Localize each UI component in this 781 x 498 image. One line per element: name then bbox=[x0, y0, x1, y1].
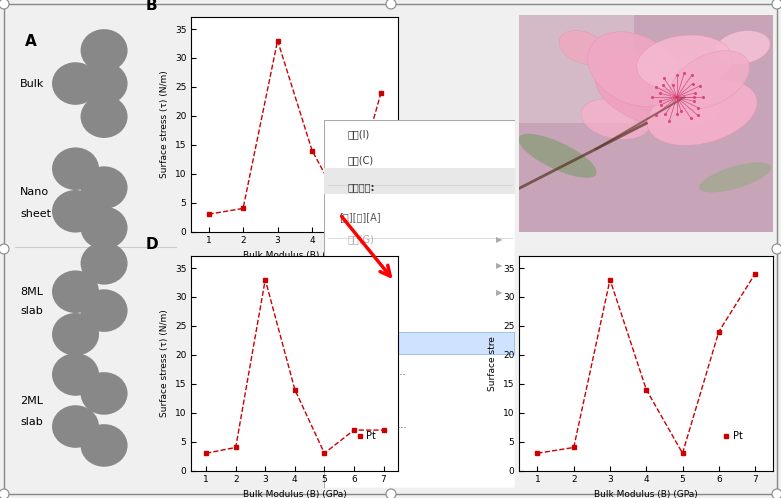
Text: slab: slab bbox=[20, 417, 43, 427]
Circle shape bbox=[772, 0, 781, 9]
X-axis label: Bulk Modulus (B) (GPa): Bulk Modulus (B) (GPa) bbox=[594, 490, 698, 498]
Bar bbox=[326, 332, 514, 354]
Ellipse shape bbox=[80, 62, 127, 105]
Text: 超锂接(H)...: 超锂接(H)... bbox=[347, 314, 389, 324]
Ellipse shape bbox=[52, 405, 99, 448]
Y-axis label: Surface stress (τ) (N/m): Surface stress (τ) (N/m) bbox=[160, 71, 169, 178]
Circle shape bbox=[0, 0, 9, 9]
Ellipse shape bbox=[587, 32, 679, 107]
Text: Pt: Pt bbox=[733, 431, 744, 441]
Text: ▶: ▶ bbox=[496, 288, 503, 297]
Ellipse shape bbox=[80, 96, 127, 138]
Text: 大小和位置(Z)...: 大小和位置(Z)... bbox=[347, 392, 400, 402]
Ellipse shape bbox=[699, 162, 771, 193]
Text: ▶: ▶ bbox=[496, 235, 503, 244]
Ellipse shape bbox=[52, 190, 99, 233]
Ellipse shape bbox=[52, 270, 99, 313]
Text: 8ML: 8ML bbox=[20, 287, 43, 297]
Ellipse shape bbox=[519, 133, 597, 178]
Text: 复制(C): 复制(C) bbox=[347, 155, 373, 165]
Ellipse shape bbox=[52, 313, 99, 356]
Ellipse shape bbox=[52, 147, 99, 190]
Text: 置于底层(K): 置于底层(K) bbox=[347, 287, 384, 297]
Ellipse shape bbox=[670, 51, 750, 109]
Text: Pt: Pt bbox=[366, 431, 376, 441]
Text: [📋][📋][A]: [📋][📋][A] bbox=[340, 212, 381, 222]
Text: D: D bbox=[146, 237, 159, 252]
X-axis label: Bulk Modulus (B) (GPa): Bulk Modulus (B) (GPa) bbox=[243, 251, 347, 260]
Ellipse shape bbox=[715, 30, 770, 64]
Text: 设置图片格式(O)...: 设置图片格式(O)... bbox=[347, 419, 407, 429]
Ellipse shape bbox=[80, 29, 127, 72]
Bar bbox=[324, 168, 515, 194]
Circle shape bbox=[772, 244, 781, 254]
Ellipse shape bbox=[559, 30, 607, 64]
Ellipse shape bbox=[637, 35, 732, 90]
Ellipse shape bbox=[647, 79, 757, 145]
Text: 新建批注(M): 新建批注(M) bbox=[347, 445, 387, 455]
Text: 剪切(I): 剪切(I) bbox=[347, 129, 369, 139]
Ellipse shape bbox=[80, 372, 127, 415]
Text: 编辑替换文字(A)...: 编辑替换文字(A)... bbox=[347, 366, 405, 376]
Text: 置于顶层(R): 置于顶层(R) bbox=[347, 261, 385, 271]
Text: B: B bbox=[146, 0, 158, 13]
Circle shape bbox=[386, 489, 396, 498]
Ellipse shape bbox=[80, 424, 127, 467]
Ellipse shape bbox=[80, 166, 127, 209]
Text: 组合(G): 组合(G) bbox=[347, 235, 374, 245]
Circle shape bbox=[0, 489, 9, 498]
Circle shape bbox=[386, 0, 396, 9]
Ellipse shape bbox=[80, 207, 127, 249]
Text: A: A bbox=[25, 34, 37, 49]
Ellipse shape bbox=[581, 99, 651, 139]
Text: sheet: sheet bbox=[20, 209, 51, 219]
Text: Nano: Nano bbox=[20, 187, 49, 197]
Circle shape bbox=[772, 489, 781, 498]
X-axis label: Bulk Modulus (B) (GPa): Bulk Modulus (B) (GPa) bbox=[243, 490, 347, 498]
Y-axis label: Surface stre: Surface stre bbox=[488, 336, 497, 391]
Text: ▶: ▶ bbox=[496, 261, 503, 270]
Text: Bulk: Bulk bbox=[20, 79, 45, 89]
Bar bbox=[519, 15, 633, 123]
Ellipse shape bbox=[595, 53, 722, 128]
Text: slab: slab bbox=[20, 306, 43, 316]
Ellipse shape bbox=[52, 353, 99, 396]
Circle shape bbox=[0, 244, 9, 254]
Ellipse shape bbox=[80, 289, 127, 332]
Text: 2ML: 2ML bbox=[20, 395, 43, 405]
Ellipse shape bbox=[52, 62, 99, 105]
Y-axis label: Surface stress (τ) (N/m): Surface stress (τ) (N/m) bbox=[160, 310, 169, 417]
Ellipse shape bbox=[80, 242, 127, 284]
Text: 粘贴选项:: 粘贴选项: bbox=[347, 182, 375, 192]
Text: 另存为图片(S)...: 另存为图片(S)... bbox=[347, 340, 399, 350]
